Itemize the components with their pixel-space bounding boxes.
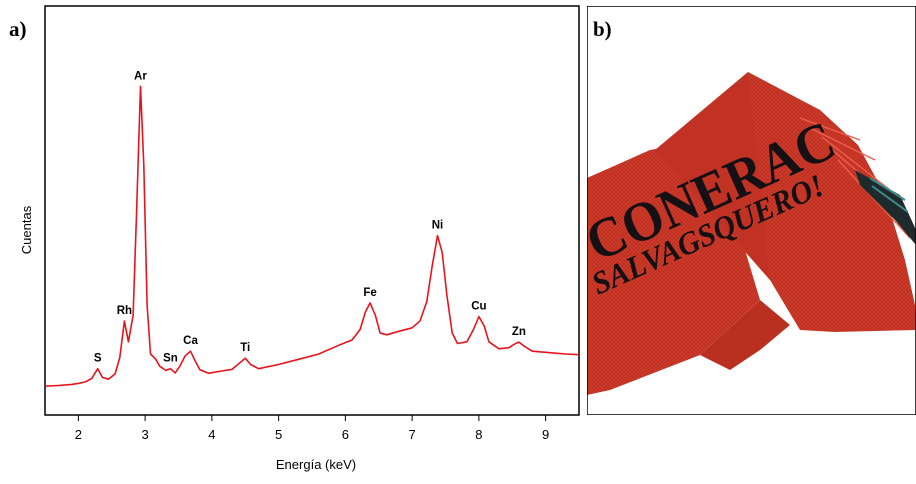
- x-axis-label: Energía (keV): [276, 457, 356, 472]
- peak-label-ti: Ti: [240, 342, 250, 354]
- fabric-fold: [655, 72, 770, 280]
- peak-label-zn: Zn: [512, 326, 526, 338]
- peak-label-ni: Ni: [432, 220, 444, 232]
- teal-threads: [869, 177, 909, 213]
- peak-label-sn: Sn: [163, 353, 178, 365]
- peak-label-ca: Ca: [183, 335, 198, 347]
- dark-thread-bundle: [855, 170, 916, 245]
- x-axis: 2 3 4 5 6 7 8 9: [75, 415, 549, 442]
- loose-threads: [799, 117, 911, 239]
- x-tick-label: 8: [475, 427, 482, 442]
- x-tick-label: 4: [208, 427, 215, 442]
- peak-label-ar: Ar: [134, 70, 147, 82]
- x-tick-label: 2: [75, 427, 82, 442]
- x-tick-label: 6: [342, 427, 349, 442]
- peak-label-rh: Rh: [117, 305, 132, 317]
- peak-label-cu: Cu: [471, 301, 486, 313]
- panel-b-label: b): [593, 17, 612, 41]
- series-layer: [44, 85, 580, 387]
- y-axis-label: Cuentas: [19, 205, 34, 254]
- fabric-fold-shadow: [700, 300, 790, 370]
- peak-labels: S Rh Ar Sn Ca Ti Fe Ni Cu Zn: [94, 70, 526, 364]
- panel-a-label: a): [9, 17, 27, 41]
- x-tick-label: 7: [409, 427, 416, 442]
- x-tick-label: 3: [142, 427, 149, 442]
- fabric-photo: CONERAC SALVAGSQUERO!: [587, 6, 916, 415]
- x-tick-label: 9: [542, 427, 549, 442]
- plot-frame: [44, 5, 580, 416]
- spectrum-line: [44, 85, 580, 387]
- x-tick-label: 5: [275, 427, 282, 442]
- peak-label-fe: Fe: [363, 287, 376, 299]
- peak-label-s: S: [94, 353, 102, 365]
